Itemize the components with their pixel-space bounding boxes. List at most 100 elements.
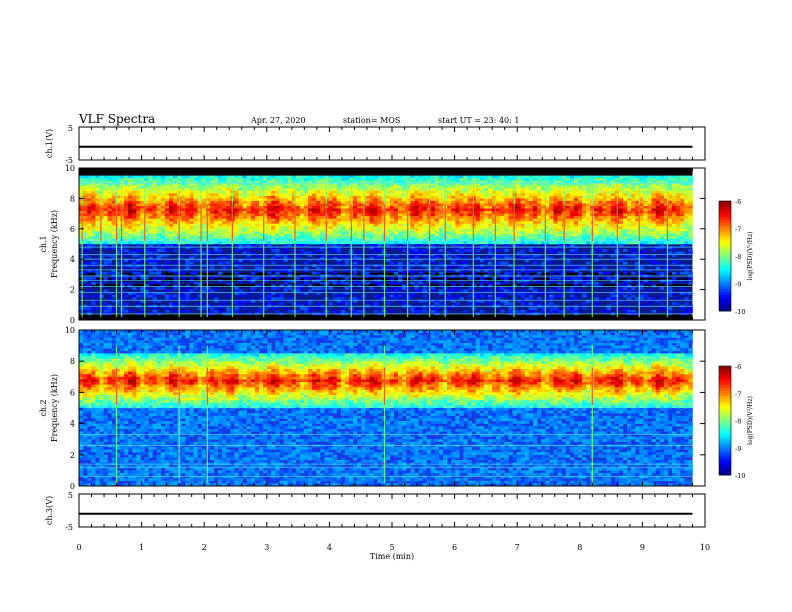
- psd-cell: [414, 195, 419, 199]
- psd-cell: [553, 233, 558, 237]
- psd-cell: [594, 193, 599, 197]
- psd-cell: [598, 264, 603, 268]
- psd-cell: [308, 203, 313, 207]
- psd-cell: [528, 287, 534, 290]
- psd-cell: [148, 282, 153, 285]
- psd-cell: [263, 221, 268, 224]
- psd-cell: [246, 231, 252, 235]
- psd-cell: [479, 246, 485, 250]
- psd-cell: [565, 208, 571, 212]
- psd-cell: [500, 238, 505, 242]
- psd-cell: [197, 259, 202, 262]
- psd-cell: [598, 284, 603, 288]
- psd-cell: [520, 218, 526, 222]
- psd-cell: [398, 264, 403, 268]
- psd-cell: [418, 244, 423, 247]
- psd-cell: [156, 238, 162, 242]
- psd-cell: [602, 185, 607, 189]
- psd-cell: [422, 299, 427, 303]
- psd-cell: [504, 299, 509, 303]
- psd-cell: [95, 175, 100, 179]
- psd-cell: [271, 218, 276, 222]
- psd-cell: [263, 188, 268, 192]
- psd-cell: [259, 175, 264, 179]
- psd-cell: [299, 241, 305, 245]
- psd-cell: [353, 261, 358, 265]
- psd-cell: [516, 216, 521, 219]
- psd-cell: [516, 203, 521, 207]
- psd-cell: [557, 200, 562, 204]
- psd-cell: [426, 218, 431, 222]
- psd-cell: [594, 221, 599, 224]
- psd-cell: [303, 213, 309, 217]
- psd-cell: [295, 236, 301, 240]
- psd-cell: [283, 206, 288, 209]
- psd-cell: [373, 228, 378, 232]
- psd-cell: [308, 231, 313, 235]
- psd-cell: [463, 216, 468, 219]
- psd-cell: [573, 266, 579, 270]
- psd-cell: [259, 309, 264, 313]
- psd-cell: [553, 294, 558, 298]
- psd-cell: [87, 180, 92, 184]
- psd-cell: [283, 246, 288, 250]
- psd-cell: [193, 190, 198, 194]
- psd-cell: [267, 195, 272, 199]
- psd-cell: [373, 256, 378, 260]
- psd-cell: [483, 256, 489, 260]
- psd-cell: [565, 299, 571, 303]
- psd-cell: [430, 223, 436, 227]
- psd-cell: [504, 289, 509, 293]
- psd-cell: [565, 266, 571, 270]
- psd-cell: [455, 213, 460, 217]
- psd-cell: [365, 238, 370, 242]
- psd-cell: [467, 185, 472, 189]
- psd-cell: [79, 208, 84, 212]
- psd-cell: [467, 198, 472, 202]
- psd-cell: [283, 213, 288, 217]
- psd-cell: [357, 228, 362, 232]
- ytick-label: 5: [68, 491, 73, 500]
- psd-cell: [254, 223, 260, 227]
- psd-cell: [516, 236, 521, 240]
- psd-cell: [586, 226, 591, 230]
- psd-cell: [357, 183, 362, 186]
- psd-cell: [124, 211, 129, 214]
- psd-cell: [291, 297, 297, 300]
- psd-cell: [430, 208, 436, 212]
- psd-cell: [316, 266, 321, 270]
- psd-cell: [291, 216, 297, 219]
- psd-cell: [422, 208, 427, 212]
- psd-cell: [447, 178, 452, 181]
- psd-cell: [520, 269, 526, 273]
- psd-cell: [295, 178, 301, 181]
- psd-cell: [537, 185, 542, 189]
- psd-cell: [246, 226, 252, 230]
- psd-cell: [447, 221, 452, 224]
- psd-cell: [594, 297, 599, 300]
- psd-cell: [87, 190, 92, 194]
- psd-cell: [504, 254, 509, 257]
- psd-cell: [488, 246, 493, 250]
- psd-cell: [398, 206, 403, 209]
- psd-cell: [328, 221, 333, 224]
- psd-cell: [606, 238, 611, 242]
- psd-cell: [205, 226, 211, 230]
- psd-cell: [483, 221, 489, 224]
- psd-cell: [152, 231, 157, 235]
- psd-cell: [545, 221, 550, 224]
- psd-cell: [287, 228, 292, 232]
- psd-cell: [332, 246, 337, 250]
- psd-cell: [250, 183, 256, 186]
- psd-cell: [402, 264, 407, 268]
- psd-cell: [344, 206, 350, 209]
- psd-cell: [520, 241, 526, 245]
- psd-cell: [87, 307, 92, 311]
- psd-cell: [459, 188, 464, 192]
- psd-cell: [99, 213, 104, 217]
- psd-cell: [242, 241, 247, 245]
- psd-cell: [201, 213, 207, 217]
- psd-cell: [582, 185, 587, 189]
- psd-cell: [582, 254, 587, 257]
- psd-cell: [164, 297, 170, 300]
